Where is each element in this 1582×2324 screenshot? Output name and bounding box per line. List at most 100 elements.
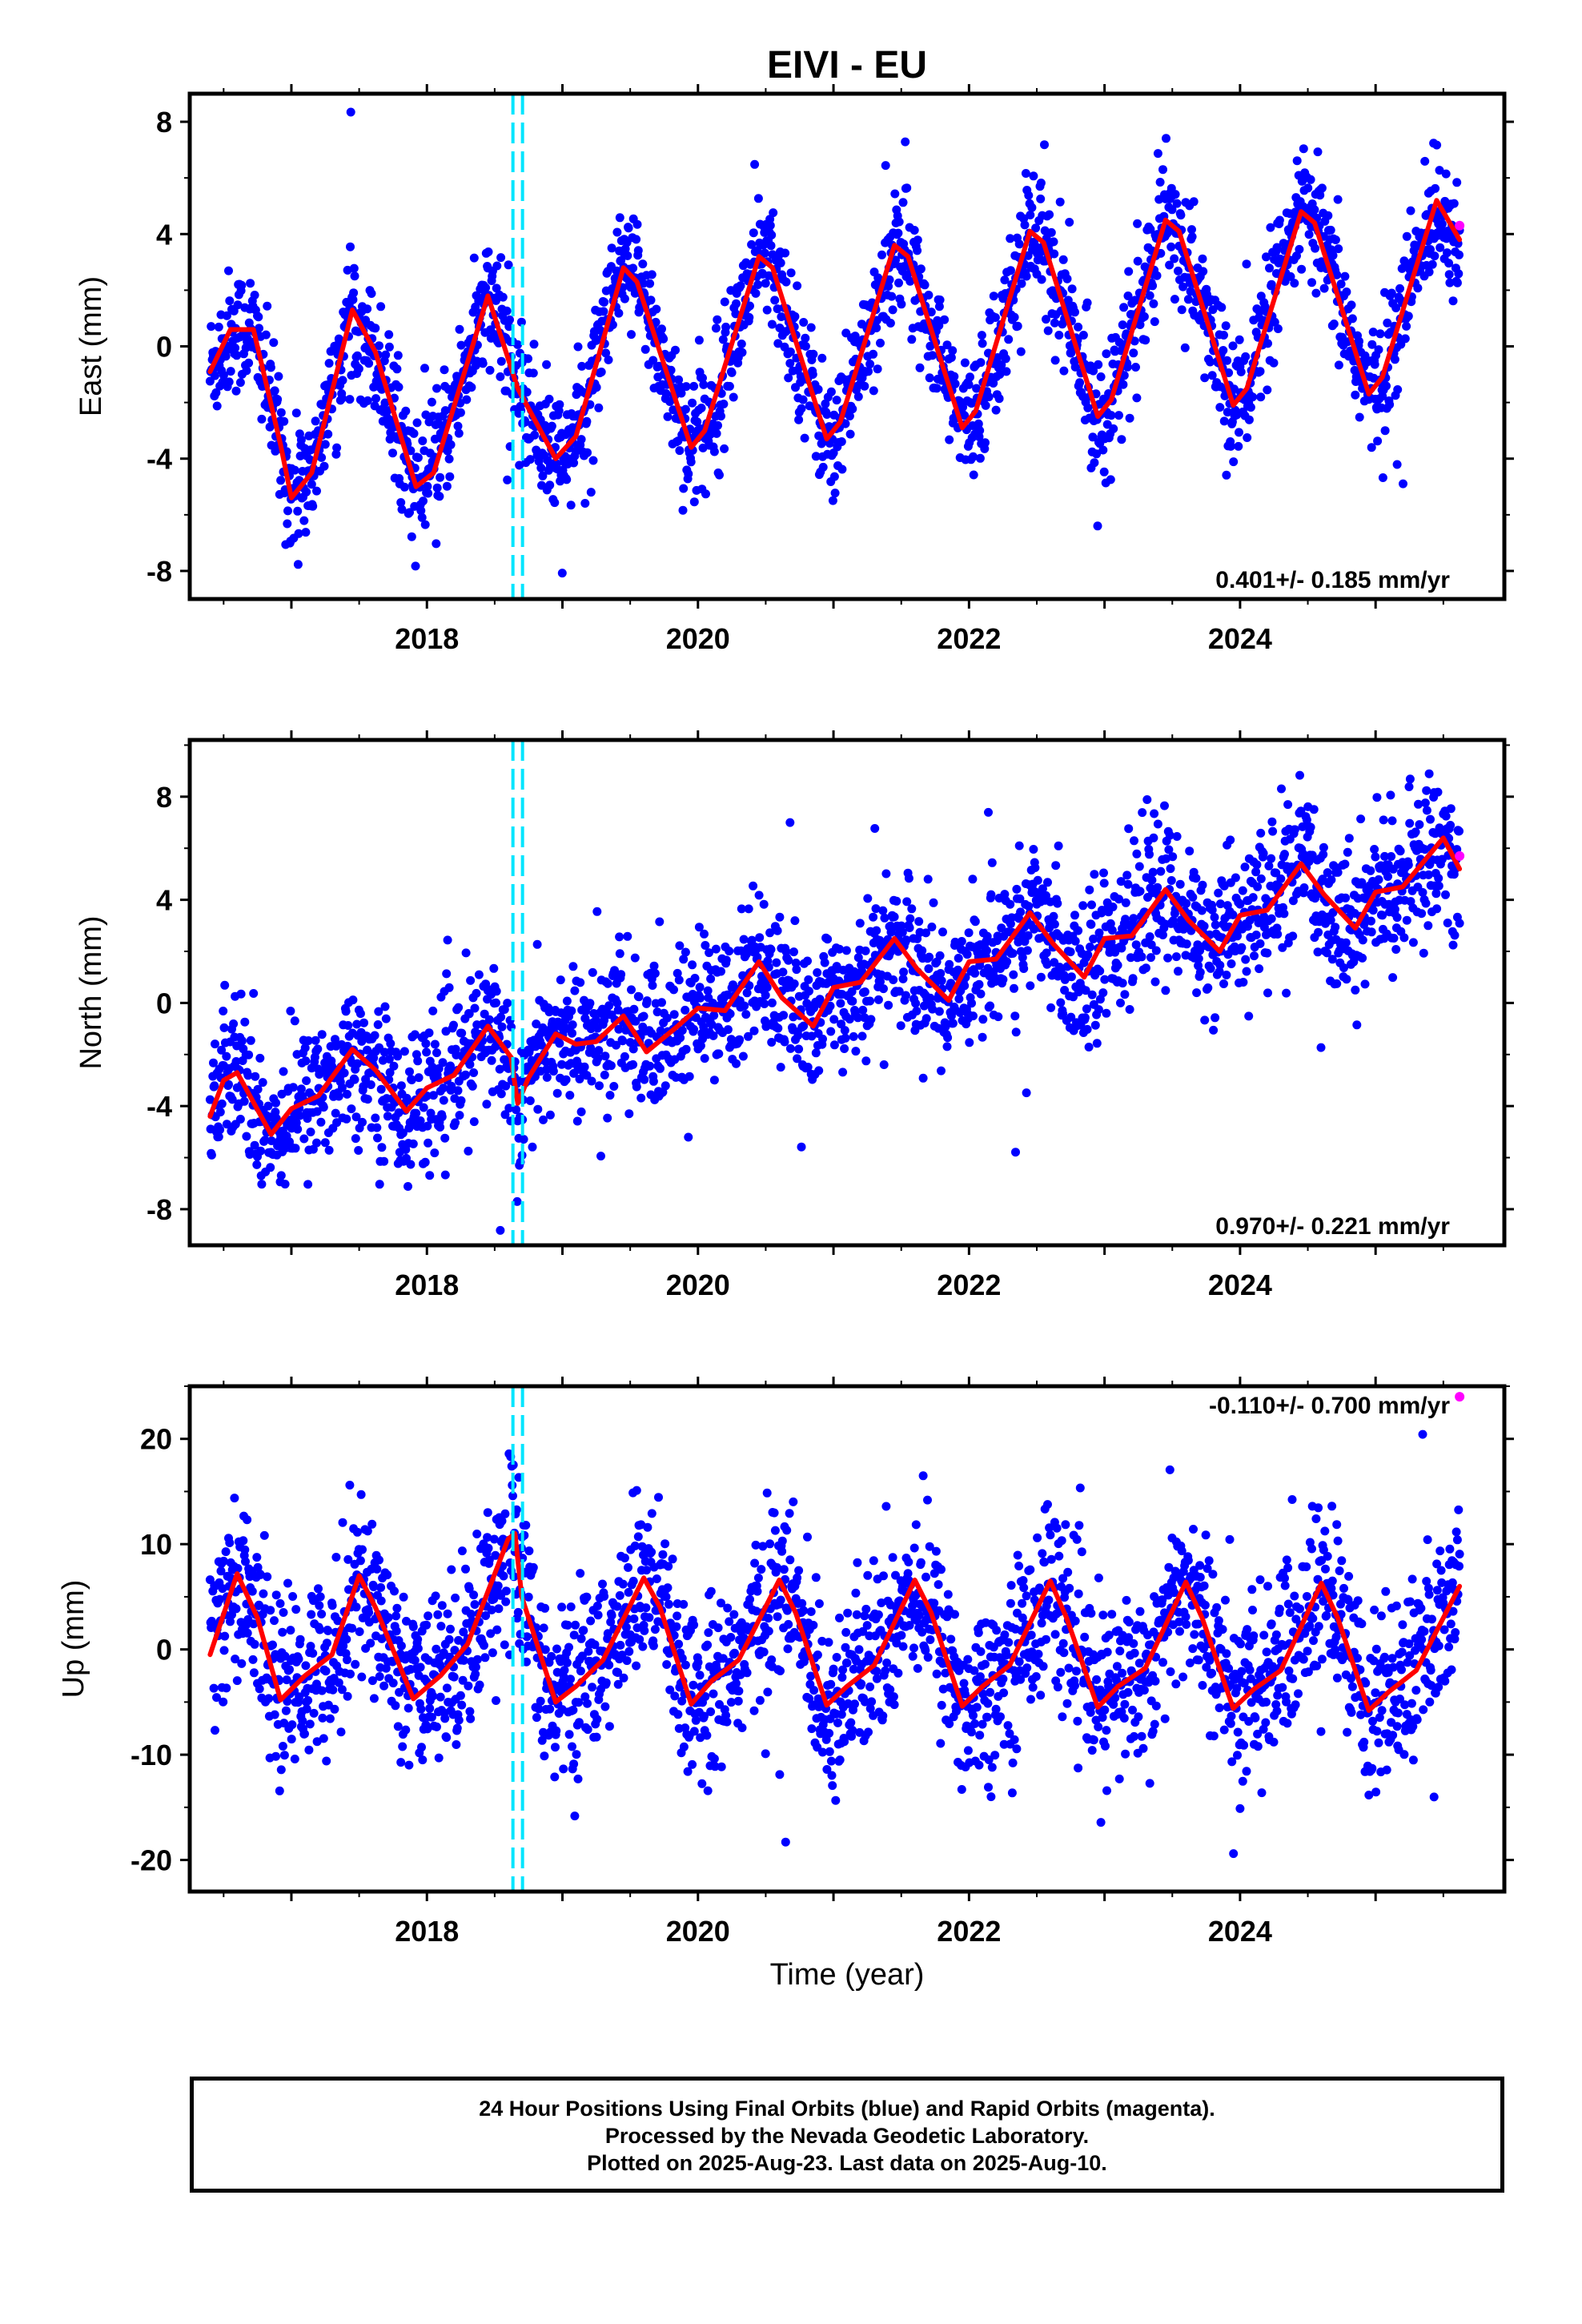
final-orbit-point xyxy=(455,324,464,334)
final-orbit-point xyxy=(412,1108,421,1118)
final-orbit-point xyxy=(864,367,873,376)
final-orbit-point xyxy=(974,419,983,428)
final-orbit-point xyxy=(1050,356,1060,365)
final-orbit-point xyxy=(1059,366,1069,376)
final-orbit-point xyxy=(1040,140,1049,150)
final-orbit-point xyxy=(1242,967,1251,976)
final-orbit-point xyxy=(647,270,656,279)
final-orbit-point xyxy=(1276,874,1286,883)
final-orbit-point xyxy=(1268,826,1278,836)
final-orbit-point xyxy=(233,1564,243,1573)
final-orbit-point xyxy=(232,1676,242,1686)
final-orbit-point xyxy=(837,1019,846,1029)
final-orbit-point xyxy=(1241,955,1251,964)
final-orbit-point xyxy=(615,932,624,942)
rate-label: 0.401+/- 0.185 mm/yr xyxy=(1215,567,1450,593)
final-orbit-point xyxy=(1096,372,1106,381)
final-orbit-point xyxy=(1375,329,1385,339)
final-orbit-point xyxy=(1318,875,1327,884)
final-orbit-point xyxy=(302,487,311,497)
final-orbit-point xyxy=(343,1021,353,1030)
final-orbit-point xyxy=(1195,967,1205,977)
final-orbit-point xyxy=(676,1033,685,1043)
final-orbit-point xyxy=(934,321,944,330)
final-orbit-point xyxy=(440,1170,450,1180)
final-orbit-point xyxy=(813,968,822,977)
final-orbit-point xyxy=(762,305,772,315)
final-orbit-point xyxy=(1074,926,1083,935)
final-orbit-point xyxy=(456,1096,466,1105)
final-orbit-point xyxy=(349,263,359,273)
final-orbit-point xyxy=(291,1144,300,1153)
final-orbit-point xyxy=(1014,239,1024,249)
final-orbit-point xyxy=(261,330,271,340)
final-orbit-point xyxy=(595,1081,604,1091)
final-orbit-point xyxy=(1389,934,1399,943)
final-orbit-point xyxy=(1342,287,1351,296)
final-orbit-point xyxy=(920,280,930,290)
final-orbit-point xyxy=(828,496,837,505)
final-orbit-point xyxy=(891,255,900,265)
final-orbit-point xyxy=(240,1545,250,1554)
final-orbit-point xyxy=(226,367,235,376)
final-orbit-point xyxy=(1156,866,1166,876)
final-orbit-point xyxy=(219,1023,229,1032)
final-orbit-point xyxy=(720,444,729,453)
final-orbit-point xyxy=(1357,878,1367,887)
final-orbit-point xyxy=(1423,870,1433,879)
final-orbit-point xyxy=(914,917,924,927)
final-orbit-point xyxy=(744,1031,753,1041)
final-orbit-point xyxy=(236,989,246,999)
final-orbit-point xyxy=(1444,270,1454,279)
final-orbit-point xyxy=(504,260,513,270)
final-orbit-point xyxy=(1141,963,1150,973)
final-orbit-point xyxy=(1236,367,1246,376)
final-orbit-point xyxy=(363,396,372,405)
final-orbit-point xyxy=(1219,346,1228,355)
final-orbit-point xyxy=(430,1039,440,1049)
final-orbit-point xyxy=(887,292,897,301)
final-orbit-point xyxy=(942,1042,952,1051)
final-orbit-point xyxy=(917,946,927,955)
final-orbit-point xyxy=(516,317,526,327)
final-orbit-point xyxy=(889,912,899,922)
final-orbit-point xyxy=(425,1171,435,1180)
final-orbit-point xyxy=(921,1014,931,1023)
final-orbit-point xyxy=(1172,199,1182,208)
final-orbit-point xyxy=(1360,979,1370,989)
final-orbit-point xyxy=(276,476,286,485)
final-orbit-point xyxy=(1016,907,1026,917)
final-orbit-point xyxy=(1422,786,1431,795)
final-orbit-point xyxy=(451,1118,460,1128)
final-orbit-point xyxy=(226,1617,235,1626)
final-orbit-point xyxy=(998,975,1008,984)
final-orbit-point xyxy=(785,818,795,827)
final-orbit-point xyxy=(801,333,810,343)
final-orbit-point xyxy=(911,999,921,1008)
final-orbit-point xyxy=(727,368,737,377)
final-orbit-point xyxy=(432,1048,441,1058)
final-orbit-point xyxy=(1014,937,1023,947)
final-orbit-point xyxy=(1351,985,1360,995)
final-orbit-point xyxy=(1244,415,1254,424)
final-orbit-point xyxy=(634,992,644,1002)
final-orbit-point xyxy=(1176,211,1186,220)
final-orbit-point xyxy=(1370,845,1379,854)
final-orbit-point xyxy=(737,348,747,357)
final-orbit-point xyxy=(1402,915,1411,925)
final-orbit-point xyxy=(474,970,484,979)
final-orbit-point xyxy=(873,364,882,374)
final-orbit-point xyxy=(246,279,255,288)
final-orbit-point xyxy=(294,1655,303,1664)
final-orbit-point xyxy=(928,1004,938,1014)
final-orbit-point xyxy=(741,1010,751,1019)
final-orbit-point xyxy=(436,1123,445,1132)
final-orbit-point xyxy=(1383,318,1392,328)
final-orbit-point xyxy=(869,912,878,922)
final-orbit-point xyxy=(255,324,263,333)
final-orbit-point xyxy=(469,1117,479,1127)
final-orbit-point xyxy=(1399,933,1409,943)
final-orbit-point xyxy=(255,1053,265,1063)
final-orbit-point xyxy=(661,1081,670,1091)
final-orbit-point xyxy=(402,1153,411,1163)
